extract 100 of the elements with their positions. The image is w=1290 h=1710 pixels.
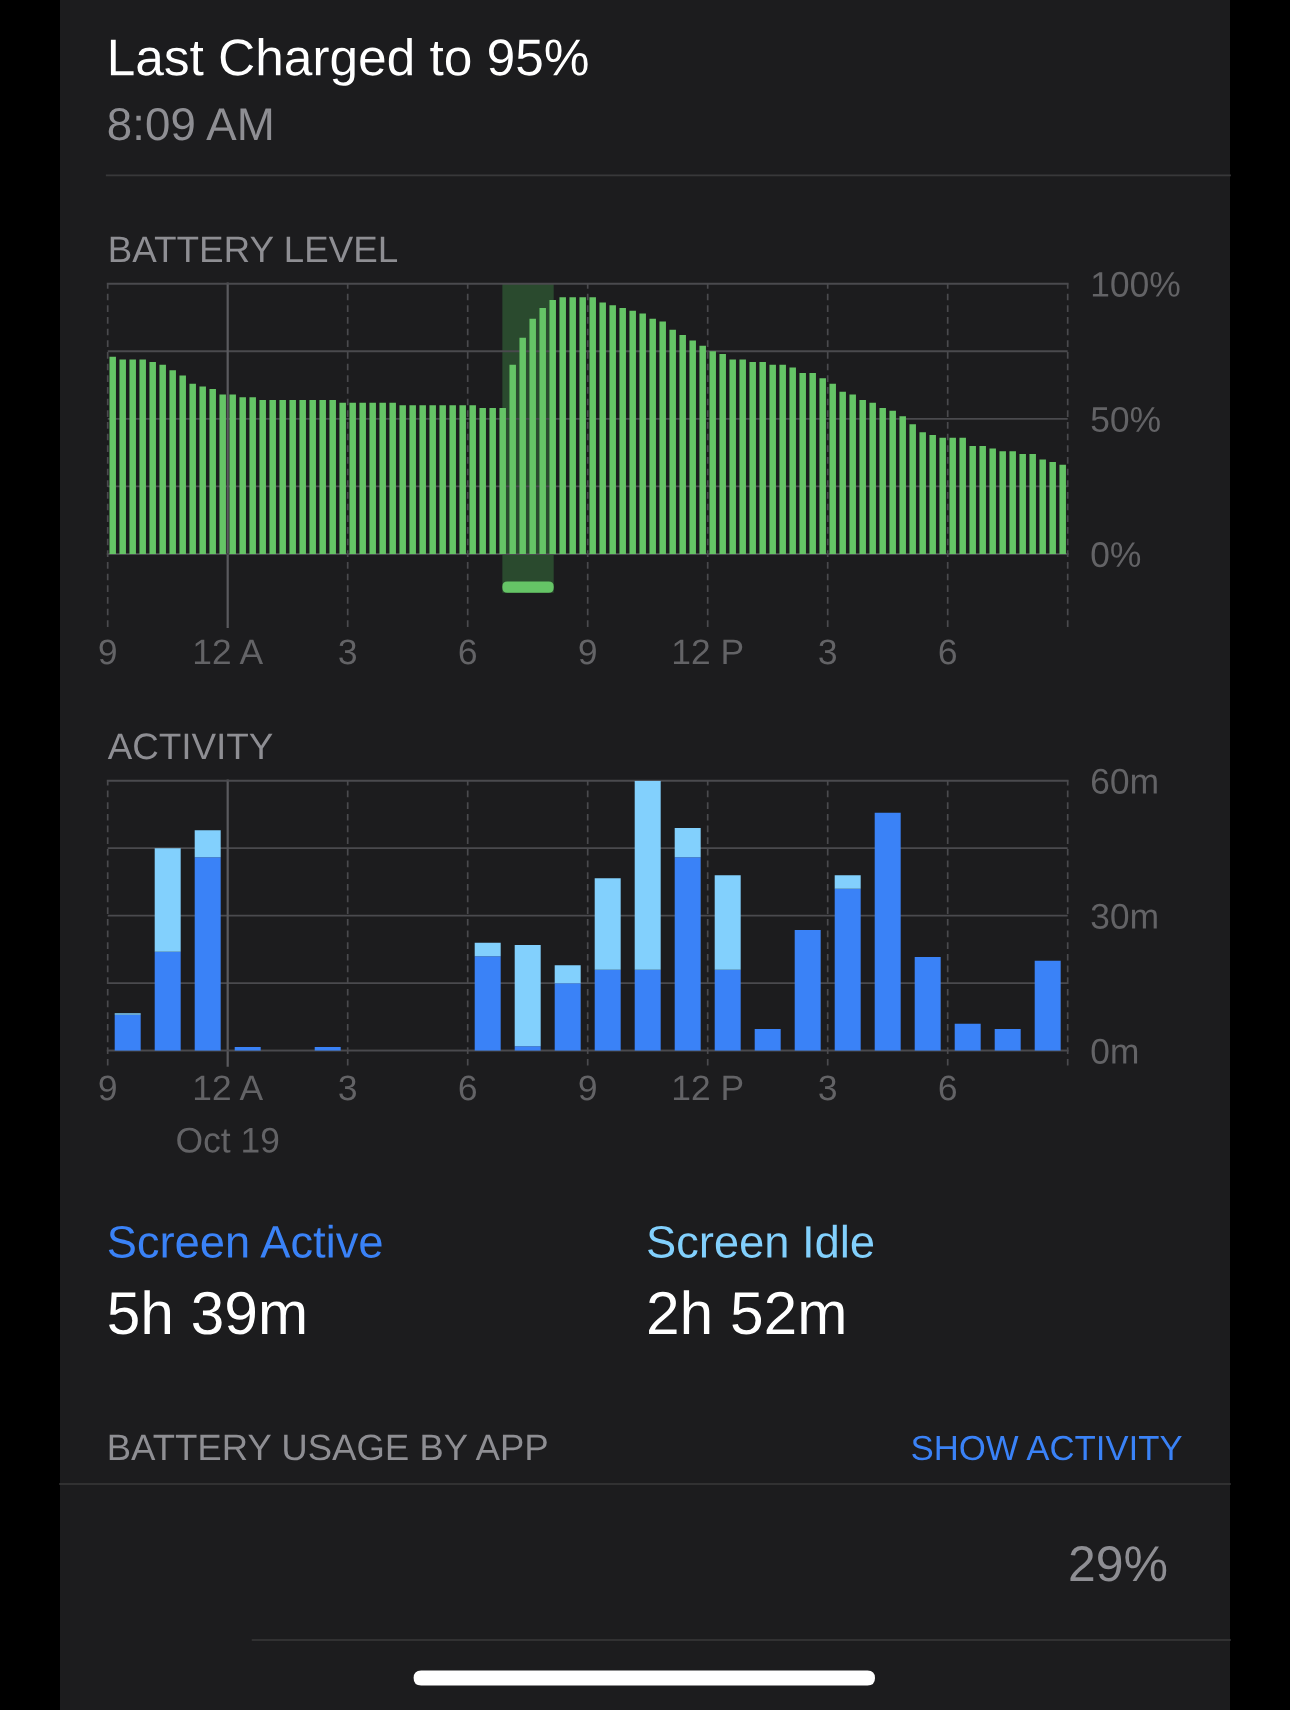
text: Screen Active: [108, 1224, 382, 1258]
bar: [819, 378, 826, 554]
bar: [199, 386, 206, 554]
y-tick-label: 0%: [1091, 542, 1141, 568]
bar: [874, 812, 901, 1051]
bar: [589, 297, 596, 554]
bar: [479, 408, 486, 554]
bar: [799, 372, 806, 554]
bar: [1029, 453, 1036, 554]
bar: [599, 302, 606, 554]
bar: [119, 359, 126, 554]
text: 2h 52m: [649, 1290, 844, 1335]
bar: [499, 408, 506, 554]
bar: [1049, 462, 1056, 554]
bar: [594, 969, 621, 1051]
bar: [674, 827, 701, 858]
bar: [369, 402, 376, 554]
bar: [229, 394, 236, 554]
bar: [309, 399, 316, 554]
x-tick-label: 6: [939, 639, 956, 665]
bar: [279, 399, 286, 554]
bar: [189, 383, 196, 554]
bar: [949, 437, 956, 554]
bar: [409, 405, 416, 554]
bar: [549, 299, 556, 554]
bar: [289, 399, 296, 554]
bar: [679, 335, 686, 554]
y-tick-label: 100%: [1092, 271, 1180, 297]
bar: [469, 405, 476, 554]
bar: [219, 394, 226, 554]
bar: [169, 370, 176, 554]
bar: [269, 399, 276, 554]
bar: [114, 1014, 141, 1051]
x-tick-label: 12 P: [673, 639, 743, 665]
bar: [559, 297, 566, 554]
y-tick-label: 0m: [1091, 1038, 1138, 1064]
bar: [509, 364, 516, 554]
bar: [794, 930, 821, 1051]
bar: [839, 391, 846, 554]
text: 5h 39m: [109, 1290, 305, 1335]
x-tick-label: 9: [579, 639, 596, 665]
bar: [754, 1029, 781, 1051]
bar: [154, 848, 181, 952]
bar: [779, 364, 786, 554]
bar: [659, 321, 666, 554]
bar: [399, 405, 406, 554]
bar: [594, 878, 621, 970]
bar: [789, 367, 796, 554]
bar: [919, 432, 926, 554]
bar: [834, 888, 861, 1051]
bar: [994, 1029, 1021, 1051]
bar: [629, 310, 636, 554]
y-tick-label: 60m: [1092, 768, 1157, 794]
chart-title: BATTERY LEVEL: [110, 236, 398, 263]
text: SHOW ACTIVITY: [912, 1435, 1182, 1461]
bar: [999, 451, 1006, 554]
bar: [569, 297, 576, 554]
bar: [914, 957, 941, 1051]
x-tick-label: 12 A: [194, 639, 264, 665]
x-tick-label: 6: [459, 639, 476, 665]
x-tick-label: 3: [819, 1075, 836, 1101]
bar: [249, 397, 256, 554]
bar: [474, 956, 501, 1051]
bar: [649, 318, 656, 554]
x-tick-label: 12 P: [673, 1075, 743, 1101]
bar: [149, 362, 156, 554]
bar: [674, 857, 701, 1051]
bar: [129, 359, 136, 554]
bar: [489, 408, 496, 554]
bar: [159, 364, 166, 554]
bar: [474, 942, 501, 957]
text: 29%: [1070, 1546, 1167, 1582]
bar: [759, 362, 766, 554]
bar: [869, 402, 876, 554]
bar: [539, 308, 546, 554]
bar: [349, 402, 356, 554]
bar: [739, 359, 746, 554]
bar: [429, 405, 436, 554]
text: 8:09 AM: [108, 108, 272, 141]
bar: [339, 402, 346, 554]
bar: [859, 399, 866, 554]
bar: [209, 389, 216, 554]
bar: [719, 353, 726, 554]
bar: [899, 416, 906, 554]
bar: [299, 399, 306, 554]
text: BATTERY USAGE BY APP: [109, 1434, 547, 1461]
bar: [939, 437, 946, 554]
bar: [769, 364, 776, 554]
bar: [699, 345, 706, 554]
bar: [1009, 451, 1016, 554]
bar: [1019, 453, 1026, 554]
x-tick-label: 9: [99, 1075, 116, 1101]
text: Screen Idle: [648, 1224, 874, 1258]
bar: [729, 359, 736, 554]
bar: [194, 830, 221, 858]
bar: [439, 405, 446, 554]
x-tick-label: 3: [339, 1075, 356, 1101]
bar: [109, 356, 116, 554]
bar: [419, 405, 426, 554]
bar: [929, 435, 936, 554]
